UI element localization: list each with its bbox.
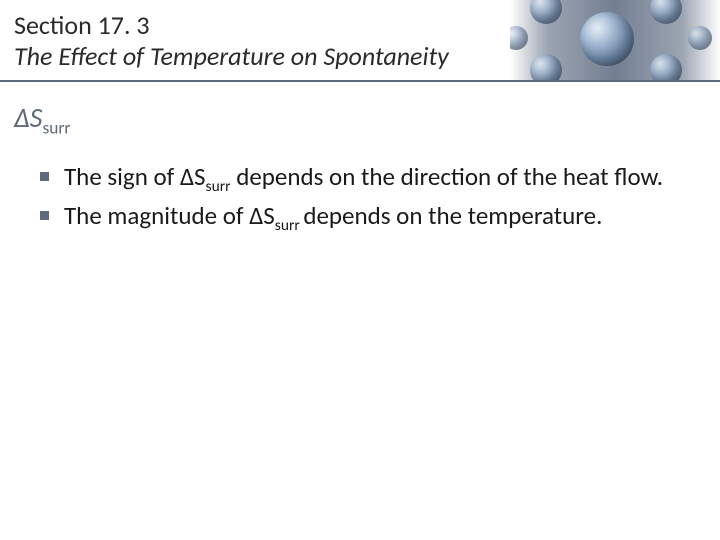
- content-area: The sign of ΔSsurr depends on the direct…: [0, 139, 720, 236]
- sphere-icon: [530, 0, 562, 24]
- header-graphic: [510, 0, 720, 80]
- subheading-symbol: ΔS: [14, 100, 42, 135]
- bullet-list: The sign of ΔSsurr depends on the direct…: [36, 161, 684, 236]
- bullet-subscript: surr: [275, 216, 304, 235]
- sphere-icon: [580, 12, 634, 66]
- sphere-icon: [650, 54, 682, 80]
- list-item: The magnitude of ΔSsurr depends on the t…: [36, 200, 684, 235]
- sphere-icon: [688, 26, 712, 50]
- subheading-subscript: surr: [42, 117, 70, 139]
- bullet-text-post: depends on the temperature.: [303, 200, 602, 231]
- sphere-icon: [510, 26, 528, 50]
- bullet-text-pre: The magnitude of ΔS: [64, 200, 275, 231]
- subheading: ΔSsurr: [0, 82, 720, 139]
- list-item: The sign of ΔSsurr depends on the direct…: [36, 161, 684, 196]
- bullet-text-pre: The sign of ΔS: [64, 161, 206, 192]
- bullet-text-post: depends on the direction of the heat flo…: [231, 161, 664, 192]
- sphere-icon: [530, 54, 562, 80]
- slide-header: Section 17. 3 The Effect of Temperature …: [0, 0, 720, 82]
- sphere-icon: [650, 0, 682, 24]
- bullet-subscript: surr: [206, 177, 231, 196]
